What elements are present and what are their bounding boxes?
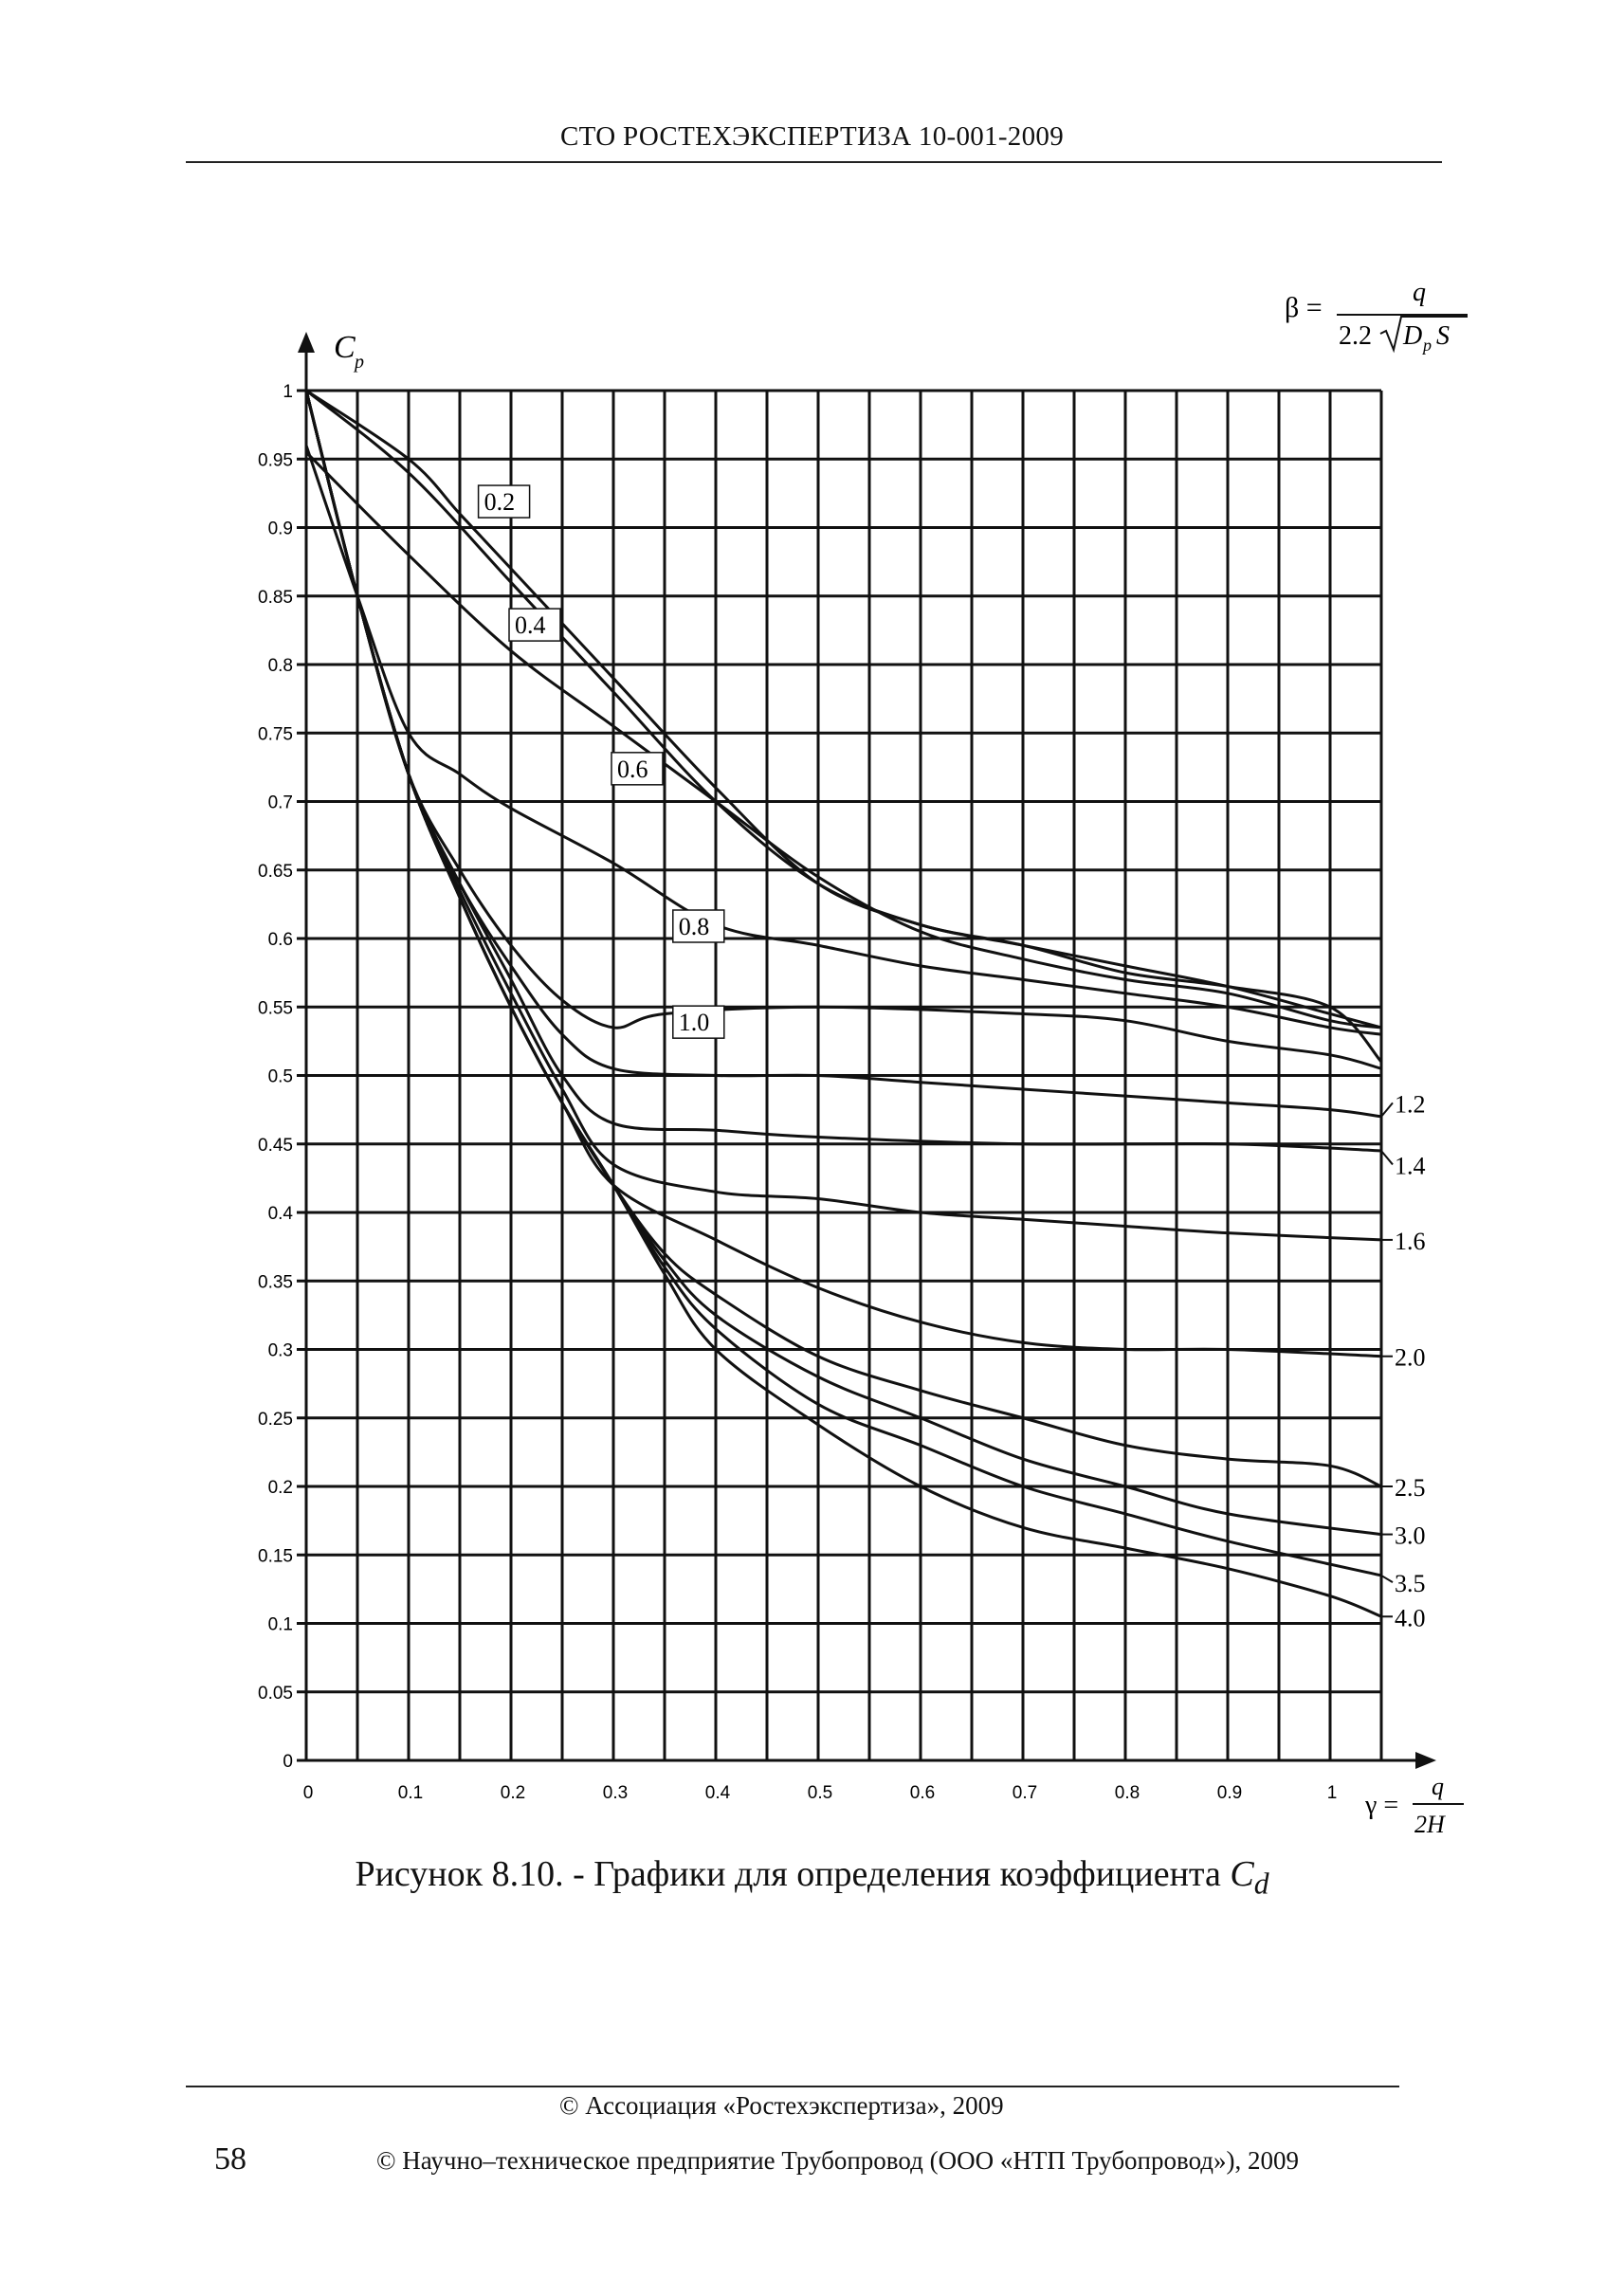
- series-label-0.2: 0.2: [484, 488, 515, 516]
- series-line-0.8: [304, 445, 1382, 1036]
- x-tick-label: 0.3: [603, 1783, 628, 1803]
- x-tick-label: 0.4: [705, 1783, 731, 1803]
- x-tick-label: 0.9: [1217, 1783, 1242, 1803]
- chart-axes: [298, 332, 1436, 1769]
- series-label-1.2: 1.2: [1395, 1090, 1426, 1118]
- caption-symbol: C: [1230, 1854, 1254, 1894]
- y-tick-label: 0.6: [268, 930, 293, 950]
- y-tick-label: 0.9: [268, 519, 293, 539]
- series-label-1.0: 1.0: [679, 1009, 710, 1036]
- y-tick-label: 0.1: [268, 1615, 293, 1635]
- y-tick-label: 0.8: [268, 656, 293, 676]
- x-tick-label: 0.7: [1013, 1783, 1037, 1803]
- beta-formula-den-coef: 2.2: [1339, 321, 1372, 351]
- y-tick-label: 1: [283, 382, 293, 402]
- y-tick-label: 0.95: [258, 450, 293, 470]
- y-axis-label: C: [334, 330, 356, 365]
- y-tick-label: 0.65: [258, 862, 293, 882]
- beta-formula-radical: [1379, 316, 1468, 354]
- x-tick-label: 1: [1327, 1783, 1338, 1803]
- x-tick-label: 0.6: [910, 1783, 935, 1803]
- beta-formula: β = q 2.2 D p S: [1285, 278, 1468, 355]
- x-tick-label: 0.1: [398, 1783, 423, 1803]
- footer-copyright-ntp: © Научно–техническое предприятие Трубопр…: [376, 2146, 1300, 2175]
- x-axis-arrow: [1415, 1752, 1436, 1769]
- x-axis-label-lhs: γ =: [1364, 1791, 1398, 1820]
- y-tick-label: 0.5: [268, 1067, 293, 1087]
- series-label-0.4: 0.4: [515, 611, 546, 639]
- series-line-0.2: [305, 389, 1382, 1030]
- series-label-box: [508, 608, 561, 642]
- x-axis-label-den: 2H: [1414, 1811, 1446, 1838]
- series-label-box: [672, 909, 725, 943]
- series-label-0.8: 0.8: [679, 913, 710, 940]
- y-tick-label: 0.55: [258, 998, 293, 1018]
- x-tick-label: 0: [303, 1783, 314, 1803]
- y-tick-label: 0.75: [258, 724, 293, 744]
- series-label-3.0: 3.0: [1395, 1522, 1426, 1550]
- x-tick-label: 0.8: [1115, 1783, 1140, 1803]
- y-tick-label: 0.15: [258, 1546, 293, 1566]
- y-tick-label: 0.4: [268, 1204, 294, 1224]
- series-leader-3.5: [1380, 1575, 1394, 1584]
- y-tick-label: 0.7: [268, 793, 293, 813]
- beta-formula-num: q: [1413, 278, 1426, 307]
- series-label-box: [672, 1005, 725, 1039]
- x-axis-label-num: q: [1432, 1773, 1444, 1800]
- series-label-box: [611, 752, 664, 786]
- figure-caption: Рисунок 8.10. - Графики для определения …: [0, 1853, 1624, 1902]
- series-label-0.6: 0.6: [617, 756, 648, 783]
- beta-formula-lhs: β =: [1285, 292, 1323, 323]
- series-label-3.5: 3.5: [1395, 1570, 1426, 1597]
- beta-formula-den-tail: S: [1436, 321, 1450, 351]
- footer-rule: [186, 2086, 1399, 2087]
- page-header-title: СТО РОСТЕХЭКСПЕРТИЗА 10-001-2009: [559, 121, 1065, 152]
- caption-text: Рисунок 8.10. - Графики для определения …: [355, 1854, 1221, 1894]
- series-label-1.6: 1.6: [1395, 1228, 1426, 1255]
- series-line-1.6: [304, 390, 1382, 1242]
- series-leader-1.2: [1380, 1102, 1394, 1118]
- y-tick-label: 0.45: [258, 1136, 293, 1156]
- series-line-0.4: [305, 389, 1383, 1064]
- x-tick-label: 0.2: [501, 1783, 525, 1803]
- y-tick-label: 0.25: [258, 1410, 293, 1430]
- caption-symbol-sub: d: [1253, 1867, 1269, 1901]
- y-tick-label: 0.2: [268, 1478, 293, 1498]
- series-label-2.5: 2.5: [1395, 1474, 1426, 1502]
- series-line-0.6: [304, 450, 1382, 1030]
- series-leader-1.4: [1380, 1150, 1394, 1166]
- y-tick-label: 0.3: [268, 1341, 293, 1361]
- beta-formula-den-rad: D: [1402, 321, 1422, 351]
- x-tick-labels: 0 0.1 0.2 0.3 0.4 0.5 0.6 0.7 0.8 0.9 1: [303, 1783, 1338, 1803]
- y-tick-label: 0: [283, 1752, 293, 1772]
- series-label-1.4: 1.4: [1395, 1152, 1426, 1179]
- y-tick-label: 0.05: [258, 1684, 293, 1704]
- header-rule: [186, 161, 1442, 163]
- series-line-1.0: [304, 390, 1382, 1070]
- series-line-1.4: [304, 390, 1382, 1153]
- series-line-3.5: [304, 390, 1382, 1577]
- beta-formula-den-sub: p: [1421, 336, 1432, 355]
- series-line-3.0: [304, 390, 1382, 1537]
- x-tick-label: 0.5: [808, 1783, 832, 1803]
- y-tick-labels: 0 0.05 0.1 0.15 0.2 0.25 0.3 0.35 0.4 0.45 0.5 0.55…: [258, 382, 293, 1772]
- y-tick-label: 0.35: [258, 1272, 293, 1292]
- footer-copyright-association: © Ассоциация «Ростехэкспертиза», 2009: [559, 2091, 1004, 2120]
- series-label-2.0: 2.0: [1395, 1344, 1426, 1372]
- series-labels: 0.2 0.4 0.6 0.8 1.0 1.2 1.4 1.6 2.0 2.5 3.0 3.5 4.0: [477, 484, 1426, 1631]
- y-axis-arrow: [298, 332, 315, 353]
- x-axis-label: γ = q 2H: [1364, 1773, 1464, 1838]
- series-label-box: [477, 484, 531, 519]
- chart-series: [304, 389, 1383, 1618]
- y-tick-label: 0.85: [258, 588, 293, 608]
- page-number: 58: [214, 2141, 246, 2177]
- series-line-4.0: [304, 390, 1382, 1618]
- series-label-4.0: 4.0: [1395, 1604, 1426, 1631]
- y-axis-label-sub: p: [353, 352, 364, 373]
